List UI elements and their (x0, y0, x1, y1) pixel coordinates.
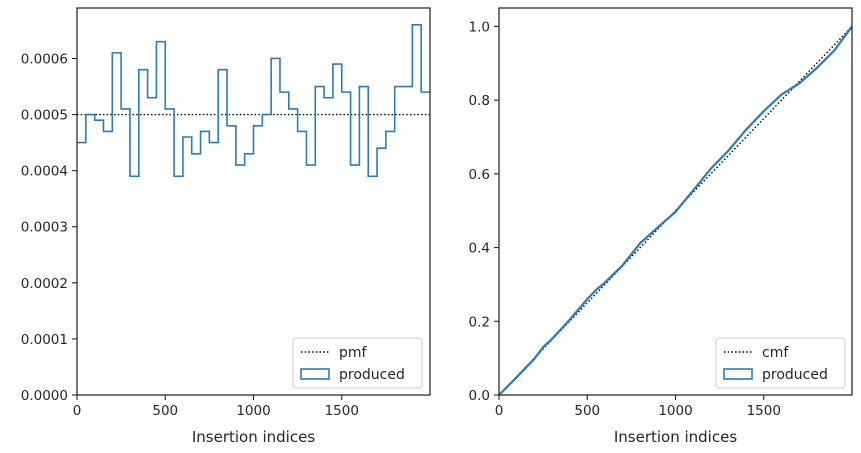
x-tick-label: 1500 (325, 403, 359, 419)
x-axis-label: Insertion indices (192, 428, 315, 446)
legend-label-cmf: cmf (762, 345, 789, 361)
axes-frame (498, 7, 853, 396)
y-tick-label: 0.6 (469, 167, 490, 183)
chart-panel-1: 0 500 1000 1500 0.0000 0.0001 0.0002 0.0003 0.00… (21, 7, 431, 446)
legend: pmf produced (292, 337, 423, 389)
series-produced-line (498, 25, 853, 396)
y-tick-label: 0.0003 (21, 220, 68, 236)
legend-box (715, 337, 846, 389)
x-tick-label: 1500 (747, 403, 781, 419)
legend-box (292, 337, 423, 389)
legend-label-pmf: pmf (339, 345, 368, 361)
axes-frame (76, 7, 431, 396)
chart-panel-2: 0 500 1000 1500 0.0 0.2 0.4 0.6 0.8 1.0 Insertion … (469, 7, 853, 446)
y-tick-label: 0.0001 (21, 332, 68, 348)
y-tick-label: 0.2 (469, 314, 490, 330)
legend: cmf produced (715, 337, 846, 389)
y-tick-label: 0.0005 (21, 108, 68, 124)
legend-swatch-produced (300, 368, 330, 380)
x-axis-label: Insertion indices (614, 428, 737, 446)
legend-label-produced: produced (339, 367, 405, 383)
y-tick-label: 0.0000 (21, 388, 68, 404)
y-tick-label: 0.0002 (21, 276, 68, 292)
y-tick-label: 0.0 (469, 388, 490, 404)
legend-swatch-produced (723, 368, 753, 380)
y-tick-label: 0.4 (469, 241, 490, 257)
y-tick-label: 0.8 (469, 93, 490, 109)
x-tick-label: 500 (152, 403, 178, 419)
x-tick-label: 0 (73, 403, 82, 419)
y-tick-label: 1.0 (469, 19, 490, 35)
x-tick-label: 1000 (658, 403, 692, 419)
legend-label-produced: produced (762, 367, 828, 383)
series-produced-line (77, 24, 430, 178)
x-tick-label: 0 (495, 403, 504, 419)
x-tick-label: 500 (574, 403, 600, 419)
x-tick-label: 1000 (236, 403, 270, 419)
y-tick-label: 0.0006 (21, 51, 68, 67)
y-tick-label: 0.0004 (21, 164, 68, 180)
